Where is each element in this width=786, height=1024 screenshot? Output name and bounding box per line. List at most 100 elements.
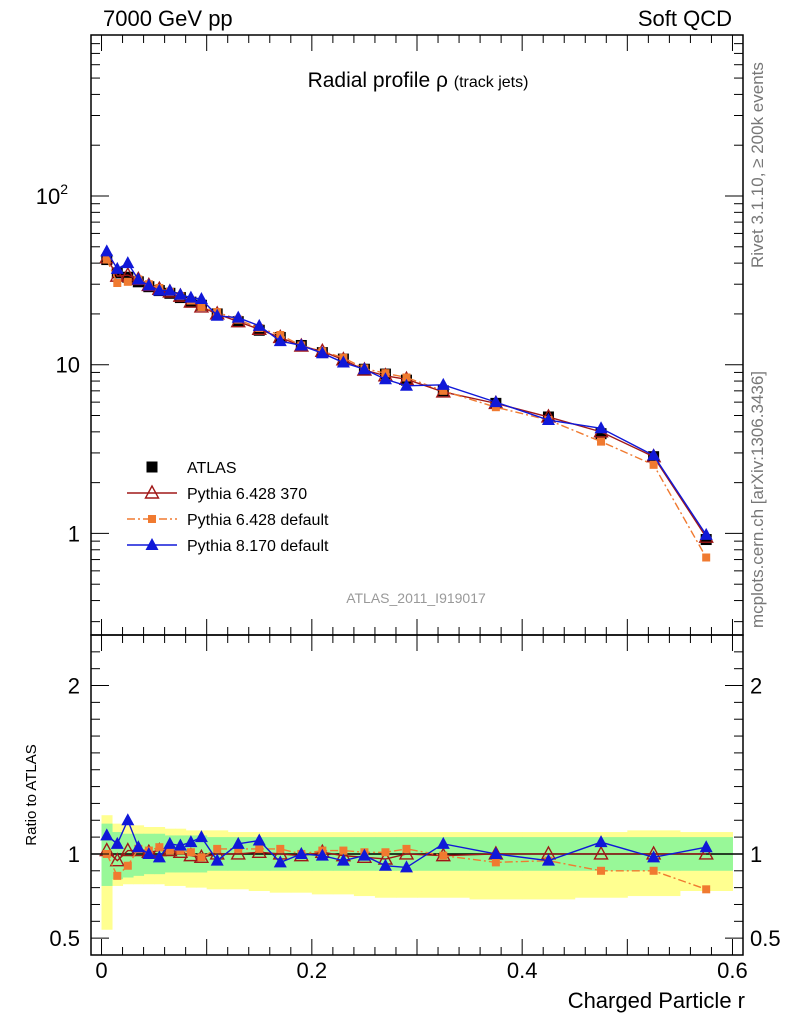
data-point	[102, 255, 111, 264]
data-point	[152, 850, 166, 863]
data-point	[489, 395, 503, 408]
data-point	[595, 428, 607, 440]
data-point	[702, 885, 711, 894]
data-point	[145, 538, 159, 550]
y-tick-label: 1	[68, 521, 80, 546]
data-point	[131, 840, 145, 853]
data-point	[315, 848, 329, 861]
legend-entry: ATLAS	[146, 460, 237, 477]
data-point	[378, 372, 392, 385]
data-point	[173, 287, 187, 300]
data-point	[234, 844, 243, 853]
data-point	[593, 845, 609, 860]
data-point	[255, 844, 264, 853]
legend-entry: Pythia 8.170 default	[127, 538, 329, 555]
data-point	[294, 338, 308, 351]
data-point	[491, 403, 500, 412]
series-pythia-8-170-default	[100, 813, 713, 873]
analysis-watermark: ATLAS_2011_I919017	[346, 590, 486, 606]
main-axes: 1 10 102	[36, 34, 744, 636]
ratio-y-axis-label: Ratio to ATLAS	[23, 744, 40, 845]
data-point	[252, 833, 266, 846]
data-point	[699, 840, 713, 853]
data-point	[231, 310, 245, 323]
data-point	[273, 855, 287, 868]
data-point	[597, 866, 606, 875]
data-point	[186, 848, 195, 857]
data-point	[594, 421, 608, 434]
x-tick-label: 0	[95, 958, 107, 983]
y-tick-label: 10	[56, 353, 80, 378]
data-point	[152, 283, 166, 296]
data-point	[357, 848, 371, 861]
data-point	[194, 830, 208, 843]
data-point	[142, 278, 156, 291]
data-point	[210, 853, 224, 866]
legend-label: ATLAS	[187, 460, 237, 477]
data-point	[121, 813, 135, 826]
legend-entry: Pythia 6.428 370	[127, 484, 307, 503]
data-point	[381, 848, 390, 857]
ratio-panel	[91, 635, 743, 955]
series-pythia-8-170-default	[100, 244, 713, 540]
data-point	[231, 836, 245, 849]
ratio-axes: 0.5 0.5 1 1 2 2 0 0.2 0.4 0.6	[49, 634, 781, 983]
data-point	[197, 853, 206, 862]
x-tick-label: 0.6	[717, 958, 748, 983]
data-point	[110, 261, 124, 274]
data-point	[123, 277, 132, 286]
legend-label: Pythia 6.428 default	[187, 512, 329, 529]
data-point	[197, 302, 206, 311]
data-point	[276, 844, 285, 853]
x-axis-label: Charged Particle r	[568, 988, 745, 1013]
main-panel	[91, 35, 743, 635]
ratio-plot-area	[91, 635, 743, 955]
data-point	[230, 845, 246, 860]
data-point	[165, 846, 174, 855]
data-point	[336, 355, 350, 368]
data-point	[142, 846, 156, 859]
y-tick-label-exponent: 2	[60, 181, 68, 197]
data-point	[120, 842, 136, 857]
data-point	[210, 308, 224, 321]
main-plot-area	[91, 35, 743, 635]
ratio-y-tick-label: 1	[68, 842, 80, 867]
data-point	[252, 318, 266, 331]
data-point	[163, 836, 177, 849]
data-point	[109, 852, 125, 867]
data-point	[110, 836, 124, 849]
data-point	[439, 386, 448, 395]
data-point	[597, 437, 606, 446]
data-point	[155, 843, 164, 852]
data-point	[436, 377, 450, 390]
data-point	[378, 858, 392, 871]
data-point	[647, 448, 661, 461]
data-point	[336, 853, 350, 866]
data-point	[594, 835, 608, 848]
main-series-layer	[99, 244, 714, 562]
data-point	[273, 334, 287, 347]
data-point	[121, 256, 135, 269]
data-point	[123, 861, 132, 870]
data-point	[491, 858, 500, 867]
energy-label: 7000 GeV pp	[103, 6, 233, 31]
data-point	[398, 845, 415, 860]
data-point	[399, 378, 413, 391]
data-point	[541, 413, 555, 426]
x-tick-label: 0.2	[297, 958, 328, 983]
legend: ATLAS Pythia 6.428 370 Pythia 6.428 defaul…	[127, 460, 329, 555]
legend-label: Pythia 8.170 default	[187, 538, 329, 555]
ratio-y-tick-label-right: 2	[750, 674, 762, 699]
data-point	[146, 461, 158, 473]
legend-label: Pythia 6.428 370	[187, 486, 307, 503]
data-point	[131, 272, 145, 285]
ratio-y-tick-label-right: 1	[750, 842, 762, 867]
x-tick-label: 0.4	[507, 958, 538, 983]
ratio-y-tick-label-right: 0.5	[750, 926, 781, 951]
data-point	[100, 828, 114, 841]
data-point	[649, 866, 658, 875]
data-point	[213, 844, 222, 853]
data-point	[163, 283, 177, 296]
ratio-series-layer	[99, 813, 714, 894]
